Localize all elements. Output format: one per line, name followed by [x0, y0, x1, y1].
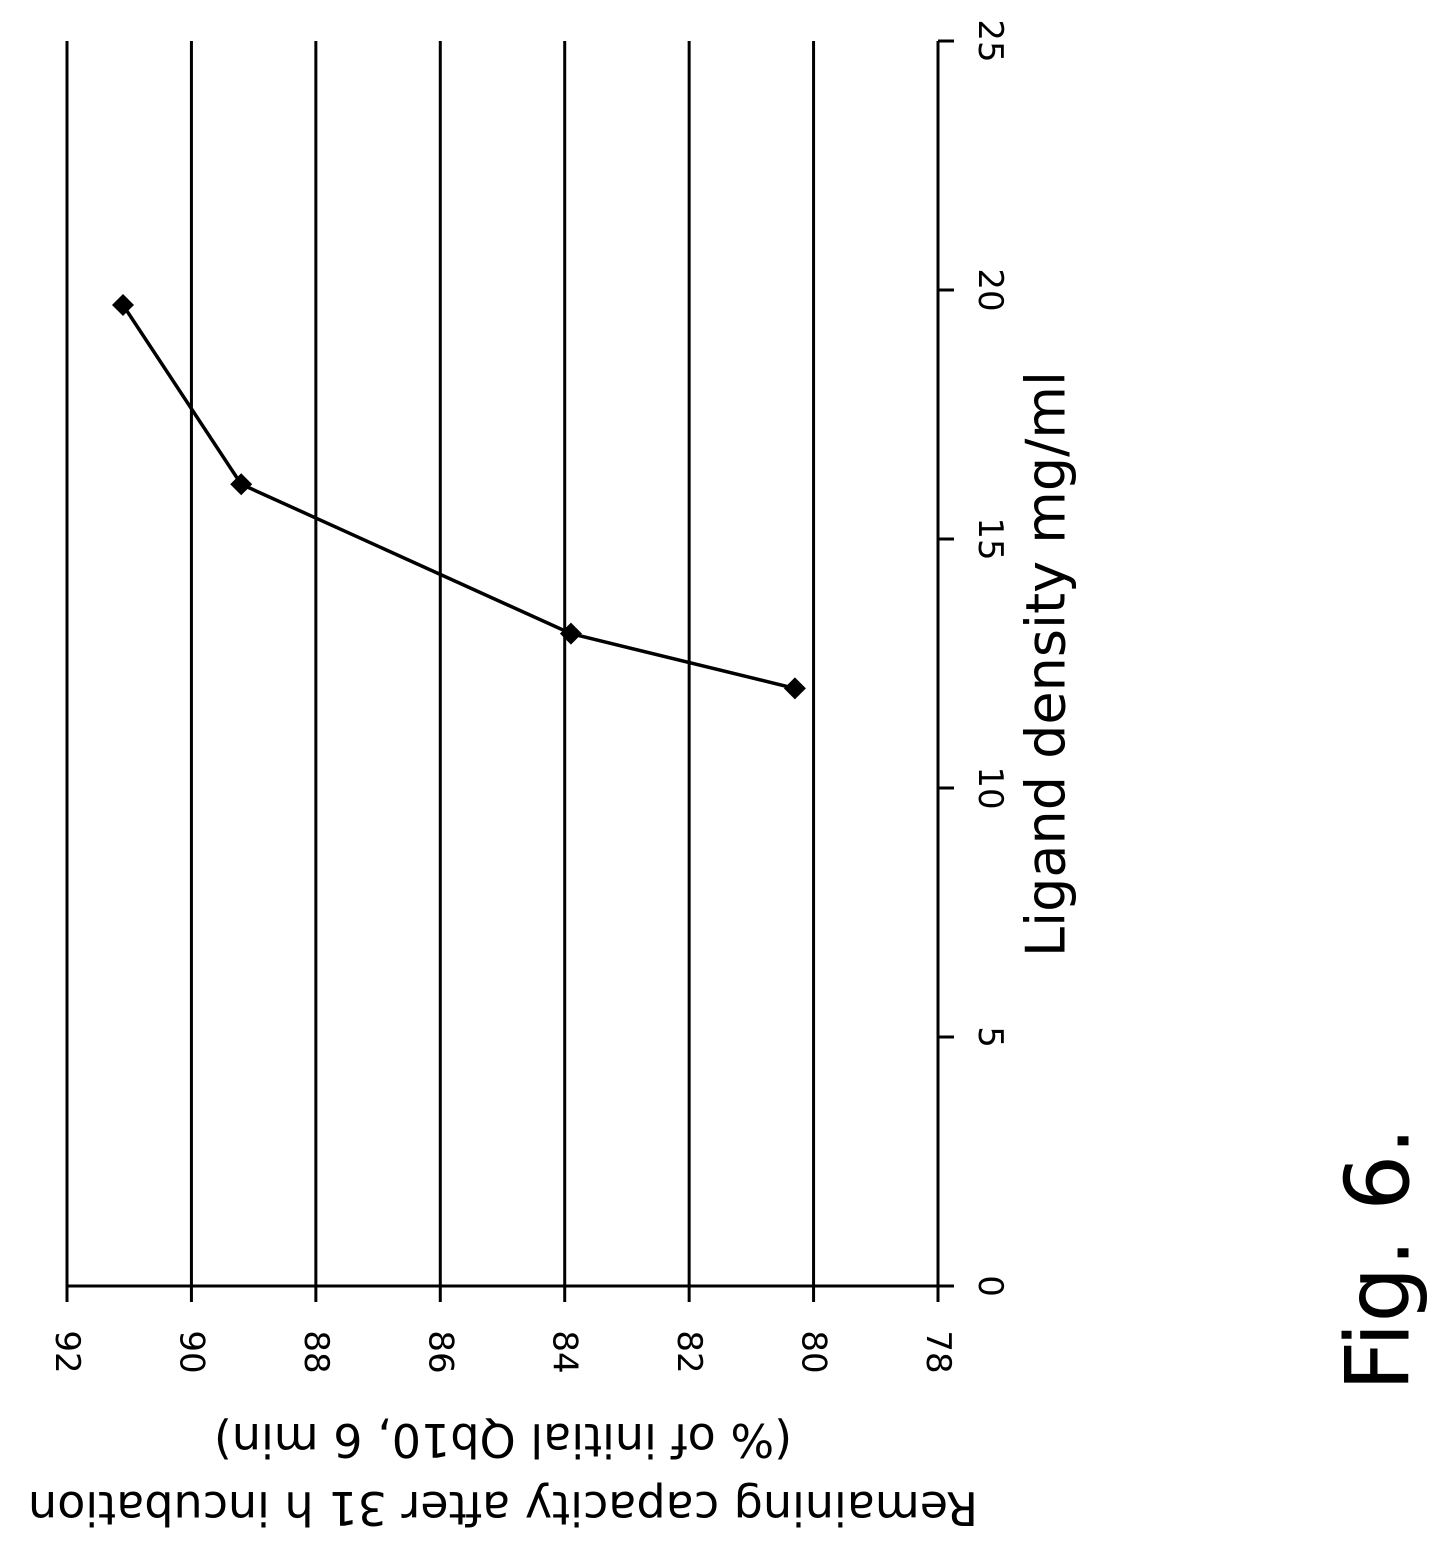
x-tick-label: 25	[970, 19, 1010, 62]
x-tick-label: 10	[970, 766, 1010, 809]
data-point-diamond	[111, 293, 134, 316]
x-tick-label: 0	[970, 1275, 1010, 1297]
figure-label: Fig. 6.	[1327, 1127, 1430, 1391]
y-tick-label: 86	[420, 1330, 460, 1373]
y-axis-title-line: Remaining capacity after 31 h incubation	[28, 1481, 978, 1535]
axis-titles: Ligand density mg/ml Remaining capacity a…	[28, 371, 1077, 1535]
series-line	[121, 303, 796, 691]
x-axis-title: Ligand density mg/ml	[1015, 371, 1078, 957]
y-tick-label: 82	[669, 1330, 709, 1373]
tick-labels: 78 80 82 84 86 88 90 92 0 5 10 15 20 25	[47, 19, 1010, 1373]
y-tick-label: 78	[918, 1330, 958, 1373]
grid-lines	[65, 41, 940, 1286]
x-tick-label: 5	[970, 1026, 1010, 1048]
y-tick-label: 80	[794, 1330, 834, 1373]
axes	[65, 39, 954, 1302]
data-point-diamond	[783, 677, 806, 700]
y-tick-label: 88	[296, 1330, 336, 1373]
y-tick-label: 90	[171, 1330, 211, 1373]
x-tick-label: 20	[970, 268, 1010, 311]
y-axis-title-line: (% of initial Qb10, 6 min)	[214, 1413, 792, 1467]
x-tick-label: 15	[970, 517, 1010, 560]
y-tick-label: 92	[47, 1330, 87, 1373]
data-point-diamond	[230, 473, 253, 496]
y-tick-label: 84	[545, 1330, 585, 1373]
data-point-diamond	[559, 622, 582, 645]
series-group	[111, 293, 806, 700]
